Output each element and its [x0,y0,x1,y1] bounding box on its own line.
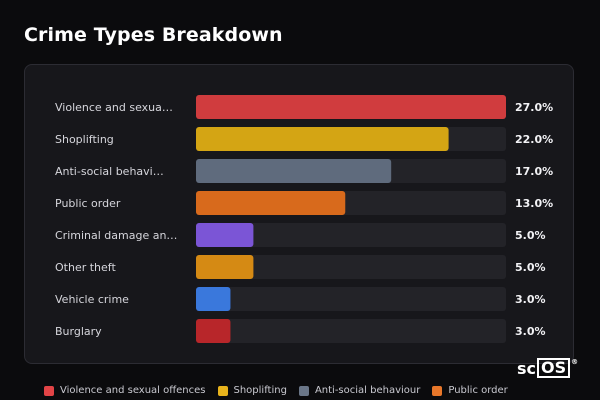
legend-swatch [432,385,443,396]
value-label: 13.0% [515,197,553,210]
category-label: Shoplifting [55,133,114,146]
value-label: 5.0% [515,229,546,242]
legend-item[interactable]: Public order [432,385,508,396]
bar[interactable] [196,95,506,119]
legend-swatch [217,385,228,396]
logo-prefix: sc [517,358,537,378]
category-label: Vehicle crime [55,293,129,306]
category-label: Public order [55,197,121,210]
value-label: 3.0% [515,325,546,338]
legend-swatch [44,385,54,396]
chart-title: Crime Types Breakdown [24,24,283,46]
category-label: Anti-social behavi… [55,165,164,178]
bar[interactable] [196,159,392,183]
value-label: 5.0% [515,261,546,274]
logo-boxed: OS [537,358,571,378]
bar[interactable] [196,255,254,279]
legend-label: Public order [448,385,508,396]
bar[interactable] [196,319,231,343]
bar-track [196,287,506,311]
legend-label: Shoplifting [233,385,287,396]
value-label: 22.0% [515,133,553,146]
value-label: 17.0% [515,165,553,178]
bar-chart: Violence and sexua… 27.0% Shoplifting 22.0%… [55,95,553,343]
legend-swatch [298,385,309,396]
category-label: Burglary [55,325,102,338]
bar-track [196,223,506,247]
value-label: 3.0% [515,293,546,306]
bar[interactable] [196,127,449,151]
value-label: 27.0% [515,101,553,114]
chart-legend: Violence and sexual offences Shoplifting A… [44,385,508,396]
bar[interactable] [196,223,254,247]
scos-logo: sc OS ® [517,358,578,378]
category-label: Violence and sexua… [55,101,173,114]
legend-label: Violence and sexual offences [60,385,206,396]
bar[interactable] [196,287,231,311]
bar[interactable] [196,191,346,215]
chart-card: Violence and sexua… 27.0% Shoplifting 22.0%… [24,64,574,364]
category-label: Criminal damage an… [55,229,177,242]
legend-item[interactable]: Anti-social behaviour [298,385,421,396]
legend-label: Anti-social behaviour [314,385,421,396]
bar-track [196,255,506,279]
logo-registered-mark: ® [571,358,579,366]
category-label: Other theft [55,261,116,274]
legend-item[interactable]: Violence and sexual offences [44,385,206,396]
bar-track [196,319,506,343]
legend-item[interactable]: Shoplifting [217,385,287,396]
